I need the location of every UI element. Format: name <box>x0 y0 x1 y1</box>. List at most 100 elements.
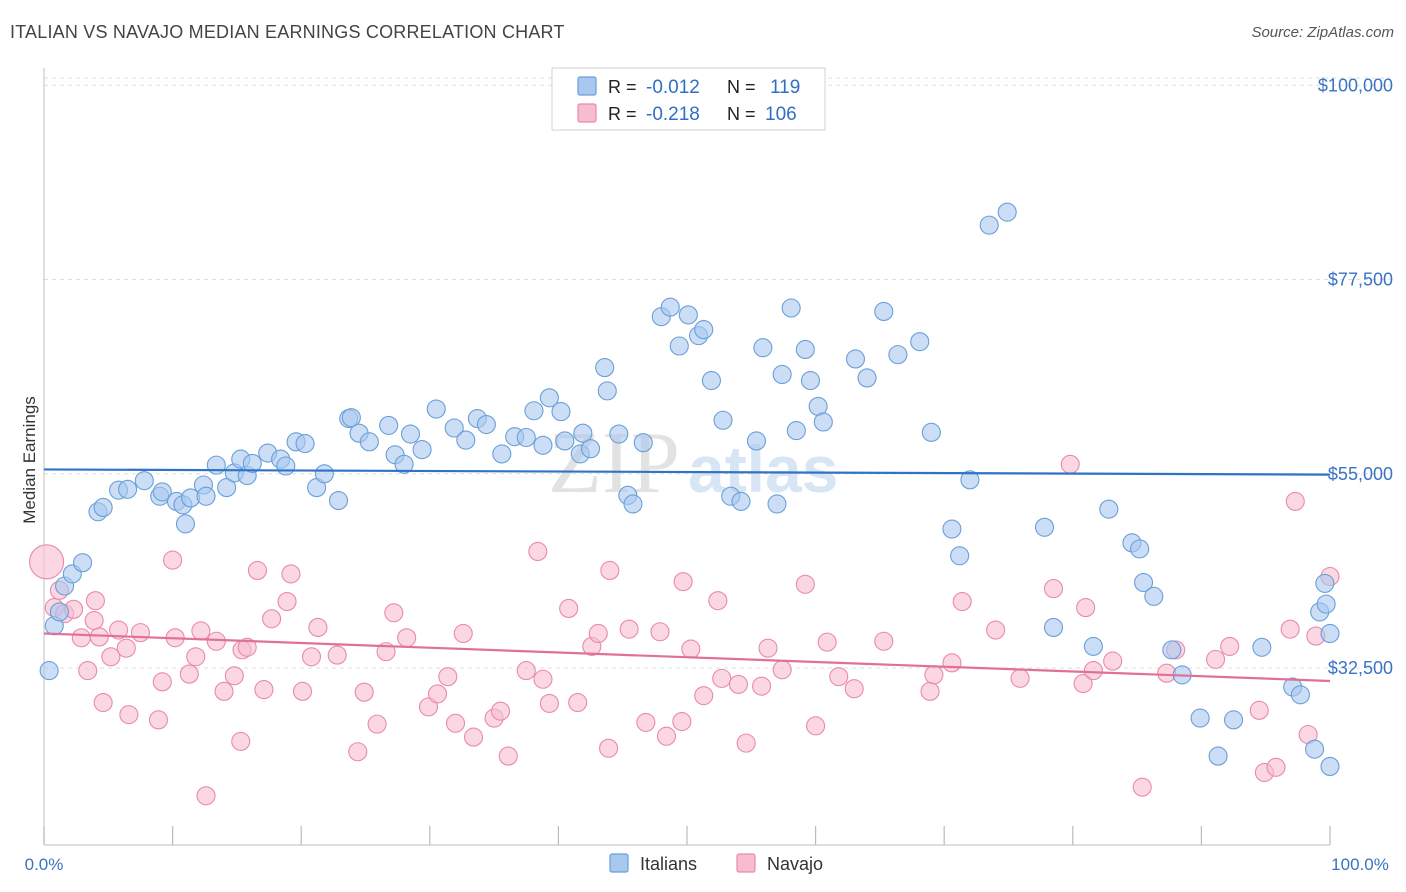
navajo-point-5 <box>71 628 91 648</box>
navajo-point-74 <box>728 674 748 694</box>
italians-point-90 <box>942 519 962 539</box>
y-tick-label-3: $100,000 <box>1318 75 1393 95</box>
x-axis-tick-labels: 0.0% 100.0% <box>25 855 1389 874</box>
navajo-point-36 <box>301 647 322 667</box>
legend-n-value-navajo: 106 <box>765 104 797 125</box>
navajo-point-96 <box>1103 651 1123 671</box>
italians-point-78 <box>781 298 801 318</box>
italians-point-37 <box>379 415 399 435</box>
italians-point-60 <box>609 424 629 444</box>
italians-point-83 <box>813 412 833 432</box>
italians-point-10 <box>134 471 154 491</box>
italians-point-41 <box>412 440 432 460</box>
navajo-point-90 <box>1010 668 1030 688</box>
navajo-point-26 <box>224 666 244 686</box>
navajo-point-32 <box>262 609 282 629</box>
y-axis-tick-labels: $32,500 $55,000 $77,500 $100,000 <box>1318 75 1393 678</box>
italians-point-101 <box>1133 572 1154 593</box>
legend-r-value-navajo: -0.218 <box>646 104 700 125</box>
navajo-point-18 <box>163 550 183 570</box>
navajo-point-76 <box>752 676 772 696</box>
navajo-point-87 <box>942 653 962 673</box>
navajo-point-81 <box>817 632 837 652</box>
italians-point-97 <box>1083 636 1103 656</box>
italians-point-73 <box>731 491 751 511</box>
italians-point-108 <box>1252 637 1272 657</box>
navajo-point-65 <box>636 712 656 732</box>
navajo-point-106 <box>1285 491 1305 511</box>
italians-point-100 <box>1130 539 1150 559</box>
y-axis-label: Median Earnings <box>20 396 39 524</box>
chart-title: ITALIAN VS NAVAJO MEDIAN EARNINGS CORREL… <box>10 22 565 42</box>
navajo-point-70 <box>681 639 701 659</box>
navajo-point-7 <box>84 610 104 631</box>
italians-point-91 <box>950 546 970 566</box>
italians-point-95 <box>1034 517 1055 537</box>
italians-point-18 <box>196 486 216 506</box>
navajo-point-16 <box>148 710 169 730</box>
italians-point-50 <box>524 401 544 421</box>
italians-point-87 <box>888 345 908 365</box>
navajo-point-62 <box>599 738 619 758</box>
x-axis-ticks <box>43 826 1331 845</box>
navajo-point-100 <box>1205 649 1226 669</box>
navajo-point-86 <box>924 665 944 685</box>
italians-trend-line <box>43 468 1331 476</box>
navajo-trend-line <box>43 632 1331 683</box>
navajo-point-38 <box>327 645 347 665</box>
y-tick-label-0: $32,500 <box>1328 658 1393 678</box>
navajo-point-35 <box>292 681 313 701</box>
legend-n-label-navajo: N = <box>727 104 756 124</box>
italians-point-92 <box>960 470 980 490</box>
navajo-point-39 <box>348 742 368 762</box>
italians-point-56 <box>573 423 593 443</box>
italians-point-85 <box>857 368 877 388</box>
navajo-point-27 <box>231 731 251 751</box>
navajo-point-54 <box>516 661 536 681</box>
navajo-point-33 <box>277 591 297 612</box>
navajo-point-30 <box>247 560 268 581</box>
navajo-point-34 <box>281 564 301 584</box>
italians-point-15 <box>175 514 196 534</box>
italians-point-44 <box>456 430 476 450</box>
series-legend-label-italians: Italians <box>640 854 697 874</box>
italians-point-115 <box>1320 623 1340 644</box>
series-legend-swatch-navajo <box>736 853 756 873</box>
italians-point-46 <box>476 415 496 435</box>
italians-point-29 <box>295 433 315 454</box>
navajo-point-29 <box>237 637 257 657</box>
italians-point-57 <box>580 439 601 459</box>
italians-point-42 <box>426 399 446 419</box>
y-tick-label-1: $55,000 <box>1328 464 1393 484</box>
legend-n-value-italians: 119 <box>770 77 800 98</box>
navajo-point-73 <box>712 668 732 688</box>
italians-point-7 <box>93 497 113 517</box>
navajo-point-0 <box>29 544 65 580</box>
navajo-point-69 <box>673 572 693 592</box>
italians-point-102 <box>1144 586 1164 606</box>
navajo-point-64 <box>619 619 639 639</box>
italians-point-67 <box>678 305 698 325</box>
x-tick-label-0: 0.0% <box>25 855 64 874</box>
navajo-point-47 <box>438 667 458 687</box>
italians-point-93 <box>979 215 999 235</box>
navajo-point-12 <box>109 620 129 640</box>
italians-point-81 <box>800 370 821 391</box>
navajo-point-22 <box>191 621 211 641</box>
italians-point-2 <box>49 602 69 622</box>
italians-point-5 <box>73 553 93 573</box>
navajo-point-79 <box>795 574 815 594</box>
navajo-point-84 <box>874 631 894 651</box>
navajo-point-49 <box>453 623 473 644</box>
italians-point-0 <box>39 661 59 681</box>
correlation-legend: R = -0.012 N = 119 R = -0.218 N = 106 <box>551 67 826 131</box>
italians-point-106 <box>1208 746 1228 766</box>
navajo-point-58 <box>559 598 579 618</box>
italians-point-36 <box>359 432 379 452</box>
series-legend-label-navajo: Navajo <box>767 854 823 874</box>
navajo-point-41 <box>367 714 387 734</box>
italians-point-24 <box>242 453 262 473</box>
italians-point-111 <box>1305 739 1325 759</box>
italians-point-59 <box>597 381 617 401</box>
italians-point-52 <box>539 388 559 408</box>
